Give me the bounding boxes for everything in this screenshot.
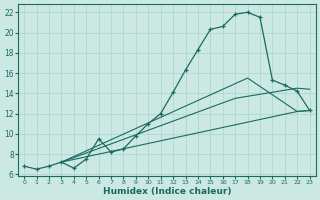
X-axis label: Humidex (Indice chaleur): Humidex (Indice chaleur) xyxy=(103,187,231,196)
